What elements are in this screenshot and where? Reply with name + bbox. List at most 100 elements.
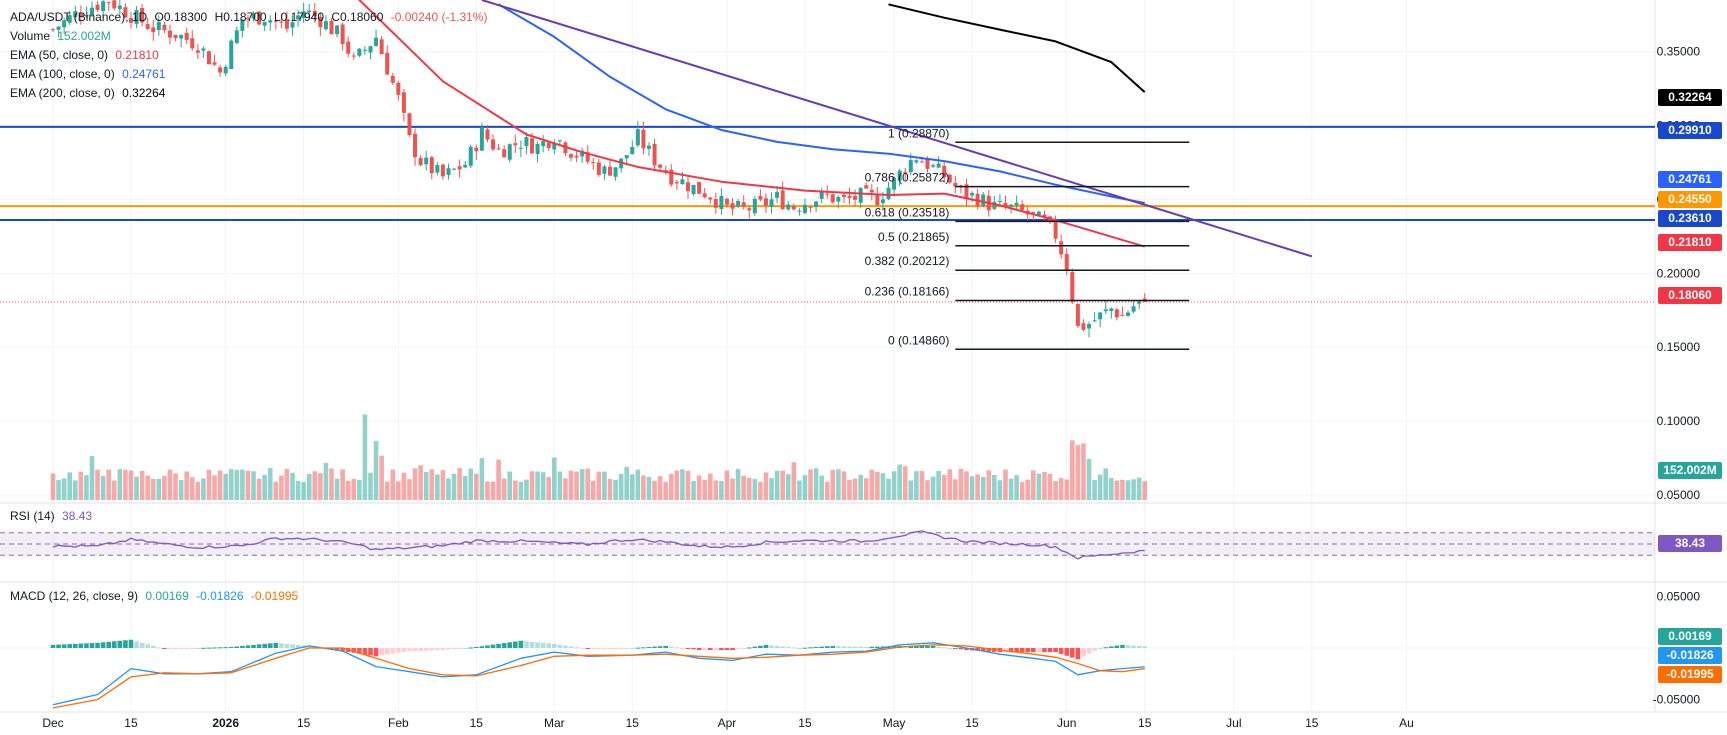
fib-level-label: 0.618 (0.23518) (865, 205, 950, 219)
ema50-legend[interactable]: EMA (50, close, 0) 0.21810 (10, 48, 163, 62)
volume-bar (345, 481, 351, 500)
rsi-legend[interactable]: RSI (14) 38.43 (10, 509, 96, 523)
candle-body (769, 199, 774, 207)
volume-bar (396, 481, 401, 500)
volume-bar (802, 475, 808, 500)
macd-histogram-bar (451, 648, 457, 650)
volume-bar (824, 481, 830, 500)
macd-histogram-bar (1064, 648, 1070, 656)
macd-histogram-bar (841, 646, 847, 648)
candle-body (1137, 301, 1142, 304)
price-tag: 0.21810 (1658, 234, 1722, 251)
macd-histogram-bar (836, 646, 841, 648)
macd-histogram-bar (150, 645, 156, 648)
candle-body (1003, 202, 1008, 207)
candle-body (245, 18, 250, 20)
macd-histogram-bar (1120, 644, 1125, 648)
macd-histogram-bar (1019, 648, 1025, 653)
candle-body (418, 158, 423, 166)
macd-histogram-bar (279, 643, 284, 648)
macd-line (52, 642, 1145, 706)
volume-legend[interactable]: Volume 152.002M (10, 29, 115, 43)
rsi-value: 38.43 (62, 509, 93, 523)
macd-histogram-bar (1014, 648, 1019, 653)
candle-body (931, 165, 936, 167)
candle-body (335, 25, 340, 35)
macd-histogram-bar (1047, 648, 1053, 653)
candle-body (323, 21, 328, 30)
candle-body (1059, 241, 1064, 255)
candle-body (786, 204, 791, 210)
volume-bar (613, 479, 618, 500)
candle-body (457, 166, 462, 170)
candle-body (362, 49, 367, 51)
candle-body (184, 32, 189, 40)
ema100-label: EMA (100, close, 0) (10, 67, 115, 81)
volume-bar (774, 470, 780, 500)
price-tag: 152.002M (1658, 462, 1722, 479)
candle-body (741, 202, 746, 207)
macd-histogram-bar (513, 641, 518, 648)
price-tag: -0.01995 (1658, 666, 1722, 683)
candle-body (463, 164, 468, 168)
candle-body (396, 82, 401, 95)
candle-body (791, 205, 796, 210)
macd-pane[interactable] (0, 639, 1655, 709)
volume-bar (195, 481, 201, 500)
volume-bar (635, 469, 641, 500)
signal-line (52, 644, 1145, 709)
volume-bar (50, 473, 56, 500)
volume-bar (847, 479, 852, 500)
time-axis-tick: Au (1399, 716, 1414, 730)
ema100-legend[interactable]: EMA (100, close, 0) 0.24761 (10, 67, 169, 81)
candle-body (195, 50, 200, 53)
macd-histogram-bar (540, 642, 546, 648)
macd-histogram-bar (953, 648, 958, 649)
volume-bar (629, 474, 635, 500)
volume-bar (529, 471, 535, 500)
volume-bar (490, 481, 496, 500)
macd-histogram-bar (1070, 648, 1075, 658)
volume-pane (50, 414, 1148, 500)
candle-body (374, 37, 379, 46)
candle-body (530, 138, 535, 154)
candle-body (117, 5, 122, 9)
macd-histogram-bar (429, 648, 435, 651)
candle-body (290, 22, 295, 28)
time-axis-tick: Dec (42, 716, 63, 730)
price-pane[interactable]: 1 (0.28870) 0.786 (0.25872) 0.618 (0.23518… (0, 0, 1655, 351)
candle-body (491, 139, 496, 150)
candle-body (1075, 303, 1080, 326)
volume-bar (574, 471, 579, 500)
rsi-pane[interactable] (0, 530, 1655, 560)
candle-body (780, 190, 785, 210)
ema200-legend[interactable]: EMA (200, close, 0) 0.32264 (10, 86, 169, 100)
symbol-title[interactable]: ADA/USDT (Binance), 1D (10, 10, 148, 24)
macd-histogram-bar (284, 643, 290, 648)
macd-histogram-bar (457, 648, 462, 649)
ema50-label: EMA (50, close, 0) (10, 48, 109, 62)
volume-bar (1109, 478, 1114, 500)
time-axis-tick: 15 (965, 716, 979, 730)
candle-body (953, 183, 958, 187)
volume-bar (167, 469, 173, 500)
macd-histogram-bar (858, 646, 863, 648)
macd-histogram-bar (535, 642, 540, 648)
candle-body (357, 48, 362, 56)
macd-histogram-bar (212, 647, 217, 649)
candle-body (89, 7, 94, 15)
macd-histogram-bar (462, 648, 468, 649)
fib-level-label: 0.5 (0.21865) (878, 230, 949, 244)
candle-body (190, 38, 195, 49)
candle-body (908, 160, 913, 173)
macd-histogram-bar (919, 645, 925, 648)
volume-bar (941, 474, 947, 500)
volume-bar (306, 473, 312, 500)
candle-body (630, 147, 635, 154)
candle-body (658, 164, 663, 168)
price-tag: 0.24550 (1658, 191, 1722, 208)
macd-legend[interactable]: MACD (12, 26, close, 9) 0.00169 -0.01826… (10, 589, 302, 603)
candle-body (1092, 320, 1097, 322)
macd-histogram-bar (396, 648, 401, 653)
